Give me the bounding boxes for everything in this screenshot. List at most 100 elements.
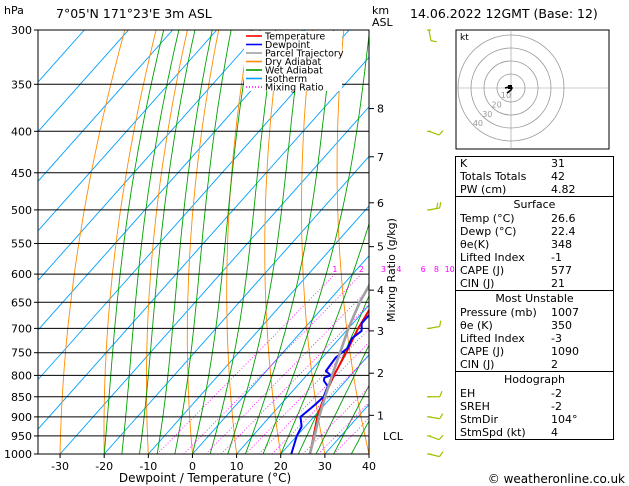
- hodograph-table-row: StmDir 104°: [456, 413, 613, 426]
- pressure-tick-label: 700: [11, 322, 32, 335]
- surface-value: 26.6: [551, 212, 576, 225]
- indices-value: 31: [551, 157, 565, 170]
- asl-label: ASL: [372, 16, 394, 29]
- pressure-tick-label: 500: [11, 204, 32, 217]
- mixing-ratio-label: 3: [381, 265, 386, 274]
- temperature-tick-label: 0: [189, 460, 196, 473]
- wind-barb: [427, 413, 444, 420]
- isotherm-line: [38, 30, 262, 282]
- legend-label: Dry Adiabat: [265, 57, 322, 68]
- mixing-ratio-line: [258, 341, 369, 454]
- isotherm-line: [236, 304, 369, 454]
- dewpoint-line: [290, 313, 369, 454]
- surface-value: 22.4: [551, 225, 576, 238]
- mixing-ratio-label: 1: [332, 265, 337, 274]
- pressure-tick-label: 300: [11, 24, 32, 37]
- surface-row: Lifted Index -1: [456, 251, 613, 264]
- isotherm-line: [38, 30, 306, 331]
- lcl-label: LCL: [383, 430, 404, 443]
- mixing-ratio-line: [317, 402, 369, 454]
- hodograph-table-value: -2: [551, 387, 562, 400]
- isotherm-line: [38, 30, 218, 232]
- series-lines: [290, 283, 369, 454]
- plot-frame: [37, 29, 370, 455]
- wet-adiabat-line: [121, 30, 180, 454]
- pressure-tick-label: 750: [11, 347, 32, 360]
- hodograph-table-label: StmSpd (kt): [460, 426, 526, 439]
- surface-label: Temp (°C): [460, 212, 515, 225]
- surface-value: 348: [551, 238, 572, 251]
- wet-adiabat-line: [244, 30, 335, 454]
- surface-row: CAPE (J) 577: [456, 264, 613, 277]
- most-unstable-row: CAPE (J) 1090: [456, 345, 613, 358]
- dry-adiabat-line: [405, 30, 457, 454]
- legend-label: Mixing Ratio: [265, 83, 324, 94]
- wind-barb: [427, 390, 443, 398]
- height-tick-label: 8: [377, 103, 384, 116]
- hodograph-ring-label: 30: [482, 110, 492, 119]
- mixing-ratio-line: [183, 273, 362, 454]
- wind-barb: [427, 451, 444, 458]
- axes-labels: 3003504004505005506006507007508008509009…: [4, 24, 517, 473]
- pressure-tick-label: 600: [11, 268, 32, 281]
- dry-adiabat-line: [59, 30, 126, 454]
- surface-row: CIN (J) 21: [456, 277, 613, 290]
- isotherm-line: [59, 106, 369, 454]
- indices-value: 4.82: [551, 183, 576, 196]
- temperature-tick-label: -30: [51, 460, 69, 473]
- mixing-ratio-line: [220, 303, 369, 454]
- height-tick-label: 1: [377, 409, 384, 422]
- wind-barbs: [427, 29, 444, 458]
- wet-adiabat-line: [192, 30, 253, 454]
- mixing-ratio-line: [333, 417, 369, 454]
- hodograph-table-value: 104°: [551, 413, 578, 426]
- hodograph-table-value: 4: [551, 426, 558, 439]
- surface-label: CAPE (J): [460, 264, 505, 277]
- mixing-ratio-line: [156, 273, 336, 454]
- hodograph-table-title: Hodograph: [504, 373, 565, 386]
- height-tick-label: 2: [377, 367, 384, 380]
- temperature-line: [308, 308, 369, 454]
- legend-label: Parcel Trajectory: [265, 49, 344, 60]
- mixing-ratio-line: [302, 386, 369, 454]
- dry-adiabat-line: [186, 30, 220, 454]
- surface-value: -1: [551, 251, 562, 264]
- dry-adiabat-line: [226, 30, 251, 454]
- pressure-tick-label: 450: [11, 167, 32, 180]
- pressure-tick-label: 1000: [4, 448, 32, 461]
- height-tick-label: 3: [377, 325, 384, 338]
- mixing-ratio-line: [205, 288, 369, 454]
- isotherm-line: [280, 354, 369, 454]
- pressure-unit: hPa: [4, 4, 24, 17]
- hodograph-table-row: EH -2: [456, 387, 613, 400]
- hodograph-table-label: SREH: [460, 400, 490, 413]
- indices-row: Totals Totals 42: [456, 170, 613, 183]
- isotherm-line: [192, 254, 369, 454]
- mixing-ratio-axis-label: Mixing Ratio (g/kg): [385, 218, 398, 322]
- most-unstable-row: θe (K) 350: [456, 319, 613, 332]
- most-unstable-row: CIN (J) 2: [456, 358, 613, 371]
- hodograph-ring-label: 20: [492, 100, 502, 109]
- dry-adiabat-line: [336, 30, 369, 454]
- temperature-tick-label: 40: [362, 460, 376, 473]
- surface-value: 21: [551, 277, 565, 290]
- hodograph-table-row: StmSpd (kt) 4: [456, 426, 613, 439]
- dry-adiabat-line: [146, 30, 188, 454]
- indices-panel: K 31 Totals Totals 42 PW (cm) 4.82 Surface Te…: [455, 156, 614, 440]
- isotherm-line: [147, 205, 369, 454]
- legend-label: Wet Adiabat: [265, 66, 323, 77]
- wet-adiabat-line: [103, 30, 165, 454]
- wet-adiabat-line: [315, 344, 369, 454]
- pressure-tick-label: 800: [11, 369, 32, 382]
- wet-adiabat-line: [174, 30, 232, 454]
- pressure-tick-label: 900: [11, 411, 32, 424]
- most-unstable-label: Pressure (mb): [460, 306, 537, 319]
- most-unstable-value: 1007: [551, 306, 579, 319]
- km-label: km: [372, 4, 389, 17]
- height-tick-label: 4: [377, 284, 384, 297]
- temperature-tick-label: 20: [274, 460, 288, 473]
- most-unstable-title: Most Unstable: [495, 292, 574, 305]
- legend-label: Temperature: [264, 32, 325, 43]
- pressure-tick-label: 550: [11, 237, 32, 250]
- most-unstable-label: CAPE (J): [460, 345, 505, 358]
